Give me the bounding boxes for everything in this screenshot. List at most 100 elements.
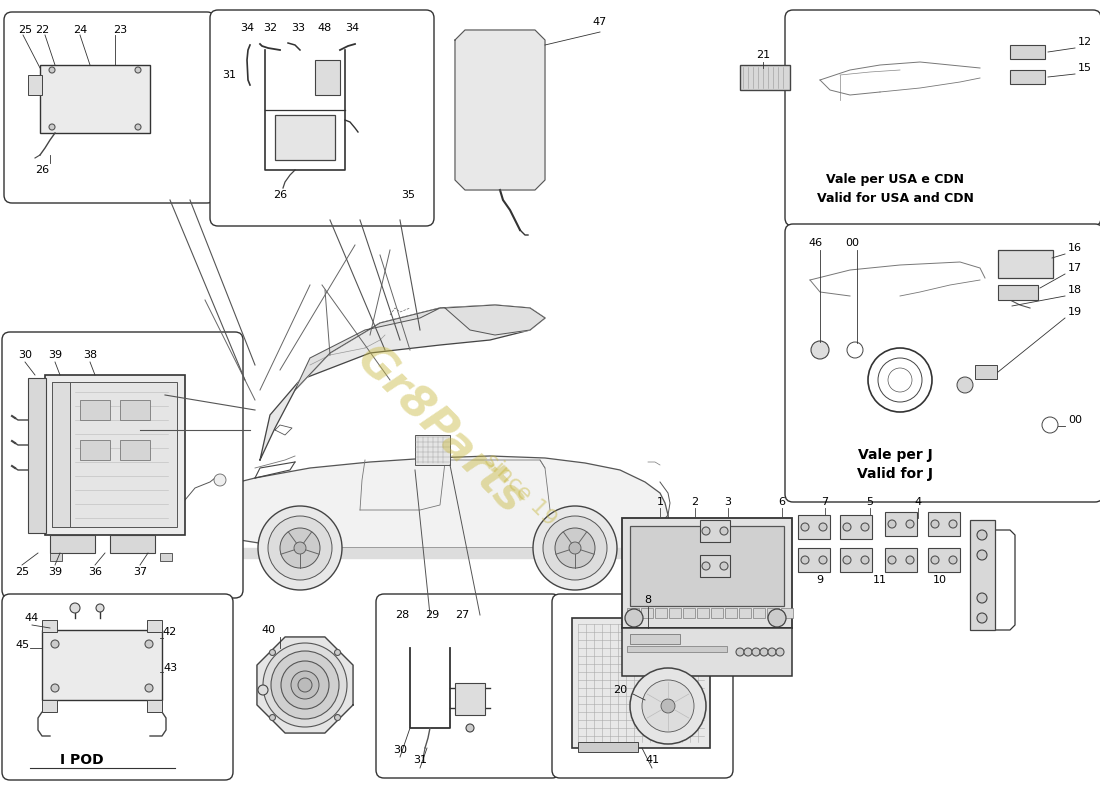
Bar <box>275 115 336 160</box>
Bar <box>781 608 793 618</box>
Circle shape <box>630 668 706 744</box>
Text: 27: 27 <box>455 610 469 620</box>
Text: 29: 29 <box>425 610 439 620</box>
Text: 4: 4 <box>914 497 922 507</box>
Text: 42: 42 <box>163 627 177 637</box>
Bar <box>1010 70 1045 84</box>
Circle shape <box>214 474 225 486</box>
Bar <box>42 630 162 700</box>
Text: 39: 39 <box>48 567 62 577</box>
Polygon shape <box>260 305 544 460</box>
Text: 16: 16 <box>1068 243 1082 253</box>
Bar <box>80 440 110 460</box>
Text: 26: 26 <box>35 165 50 175</box>
FancyBboxPatch shape <box>785 10 1100 226</box>
Text: 00: 00 <box>845 238 859 248</box>
Text: Valid for USA and CDN: Valid for USA and CDN <box>816 191 974 205</box>
Text: 17: 17 <box>1068 263 1082 273</box>
Circle shape <box>768 609 786 627</box>
Bar <box>627 646 727 652</box>
Text: 22: 22 <box>35 25 50 35</box>
Bar <box>415 435 450 465</box>
Circle shape <box>271 651 339 719</box>
Circle shape <box>135 124 141 130</box>
Bar <box>147 700 162 712</box>
Circle shape <box>977 593 987 603</box>
Bar <box>886 512 917 536</box>
Bar <box>725 608 737 618</box>
Text: 24: 24 <box>73 25 87 35</box>
Text: 19: 19 <box>1068 307 1082 317</box>
Text: 9: 9 <box>816 575 824 585</box>
Circle shape <box>263 643 346 727</box>
Circle shape <box>280 661 329 709</box>
FancyBboxPatch shape <box>785 224 1100 502</box>
Text: 11: 11 <box>873 575 887 585</box>
Bar <box>42 700 57 712</box>
Circle shape <box>811 341 829 359</box>
Circle shape <box>298 678 312 692</box>
Bar <box>52 382 70 527</box>
Bar <box>697 608 710 618</box>
Text: 28: 28 <box>395 610 409 620</box>
Bar <box>1010 45 1045 59</box>
Text: Vale per J: Vale per J <box>858 448 933 462</box>
Circle shape <box>556 528 595 568</box>
Text: since 19: since 19 <box>480 450 560 530</box>
Circle shape <box>268 516 332 580</box>
Text: 30: 30 <box>18 350 32 360</box>
Text: 37: 37 <box>133 567 147 577</box>
Text: 34: 34 <box>345 23 359 33</box>
Text: 38: 38 <box>82 350 97 360</box>
Circle shape <box>720 562 728 570</box>
Circle shape <box>744 648 752 656</box>
Text: I POD: I POD <box>60 753 103 767</box>
Text: 32: 32 <box>263 23 277 33</box>
Circle shape <box>957 377 974 393</box>
Circle shape <box>96 604 104 612</box>
Circle shape <box>145 684 153 692</box>
Polygon shape <box>257 637 353 733</box>
Circle shape <box>906 556 914 564</box>
Text: 30: 30 <box>393 745 407 755</box>
Circle shape <box>334 714 341 721</box>
Bar <box>52 382 177 527</box>
Text: 46: 46 <box>808 238 822 248</box>
Circle shape <box>642 680 694 732</box>
Bar <box>42 620 57 632</box>
Circle shape <box>702 527 710 535</box>
Circle shape <box>820 523 827 531</box>
Bar <box>621 628 792 676</box>
Text: Gr8Parts: Gr8Parts <box>348 338 532 522</box>
Bar <box>683 608 695 618</box>
Bar <box>798 548 830 572</box>
Bar <box>669 608 681 618</box>
Bar <box>654 608 667 618</box>
Circle shape <box>801 523 808 531</box>
Bar <box>700 555 730 577</box>
Circle shape <box>50 67 55 73</box>
Text: 23: 23 <box>113 25 128 35</box>
FancyBboxPatch shape <box>210 10 434 226</box>
Circle shape <box>843 556 851 564</box>
Circle shape <box>888 556 896 564</box>
Bar <box>840 548 872 572</box>
Circle shape <box>661 699 675 713</box>
Polygon shape <box>240 548 290 558</box>
Polygon shape <box>295 308 440 390</box>
Bar <box>28 75 42 95</box>
Bar <box>840 515 872 539</box>
Bar <box>572 618 710 748</box>
Circle shape <box>931 556 939 564</box>
Text: 48: 48 <box>318 23 332 33</box>
Circle shape <box>292 671 319 699</box>
Text: Vale per USA e CDN: Vale per USA e CDN <box>826 174 964 186</box>
Bar <box>120 400 150 420</box>
Bar <box>630 526 784 606</box>
Text: 34: 34 <box>240 23 254 33</box>
Circle shape <box>294 542 306 554</box>
Bar <box>315 60 340 95</box>
Text: 31: 31 <box>412 755 427 765</box>
Circle shape <box>752 648 760 656</box>
Text: 2: 2 <box>692 497 698 507</box>
